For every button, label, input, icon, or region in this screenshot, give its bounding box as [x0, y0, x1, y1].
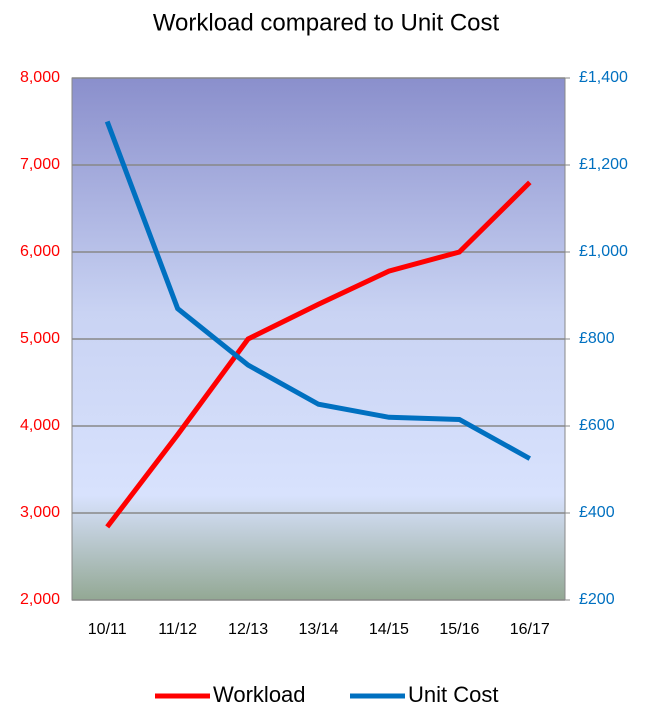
legend-label: Unit Cost [408, 682, 498, 707]
y-tick-label: 6,000 [20, 243, 60, 260]
x-tick-label: 10/11 [88, 621, 127, 638]
y-tick-label: 4,000 [20, 417, 60, 434]
chart-title: Workload compared to Unit Cost [153, 9, 500, 36]
y-tick-label: 3,000 [20, 504, 60, 521]
y-tick-label: 7,000 [20, 156, 60, 173]
y2-tick-label: £1,000 [579, 243, 628, 260]
y2-tick-label: £1,200 [579, 156, 628, 173]
x-tick-label: 16/17 [510, 621, 550, 638]
series-line [104, 120, 532, 461]
y-tick-label: 2,000 [20, 591, 60, 608]
x-tick-label: 13/14 [298, 621, 338, 638]
y-tick-label: 5,000 [20, 330, 60, 347]
series-line [105, 180, 532, 529]
y2-tick-label: £200 [579, 591, 615, 608]
y-tick-label: 8,000 [20, 69, 60, 86]
y2-tick-label: £1,400 [579, 69, 628, 86]
x-tick-label: 15/16 [439, 621, 479, 638]
y2-tick-label: £800 [579, 330, 615, 347]
x-tick-label: 11/12 [158, 621, 197, 638]
y2-tick-label: £400 [579, 504, 615, 521]
x-tick-label: 12/13 [228, 621, 268, 638]
y2-tick-label: £600 [579, 417, 615, 434]
x-tick-label: 14/15 [369, 621, 409, 638]
legend-label: Workload [213, 682, 306, 707]
